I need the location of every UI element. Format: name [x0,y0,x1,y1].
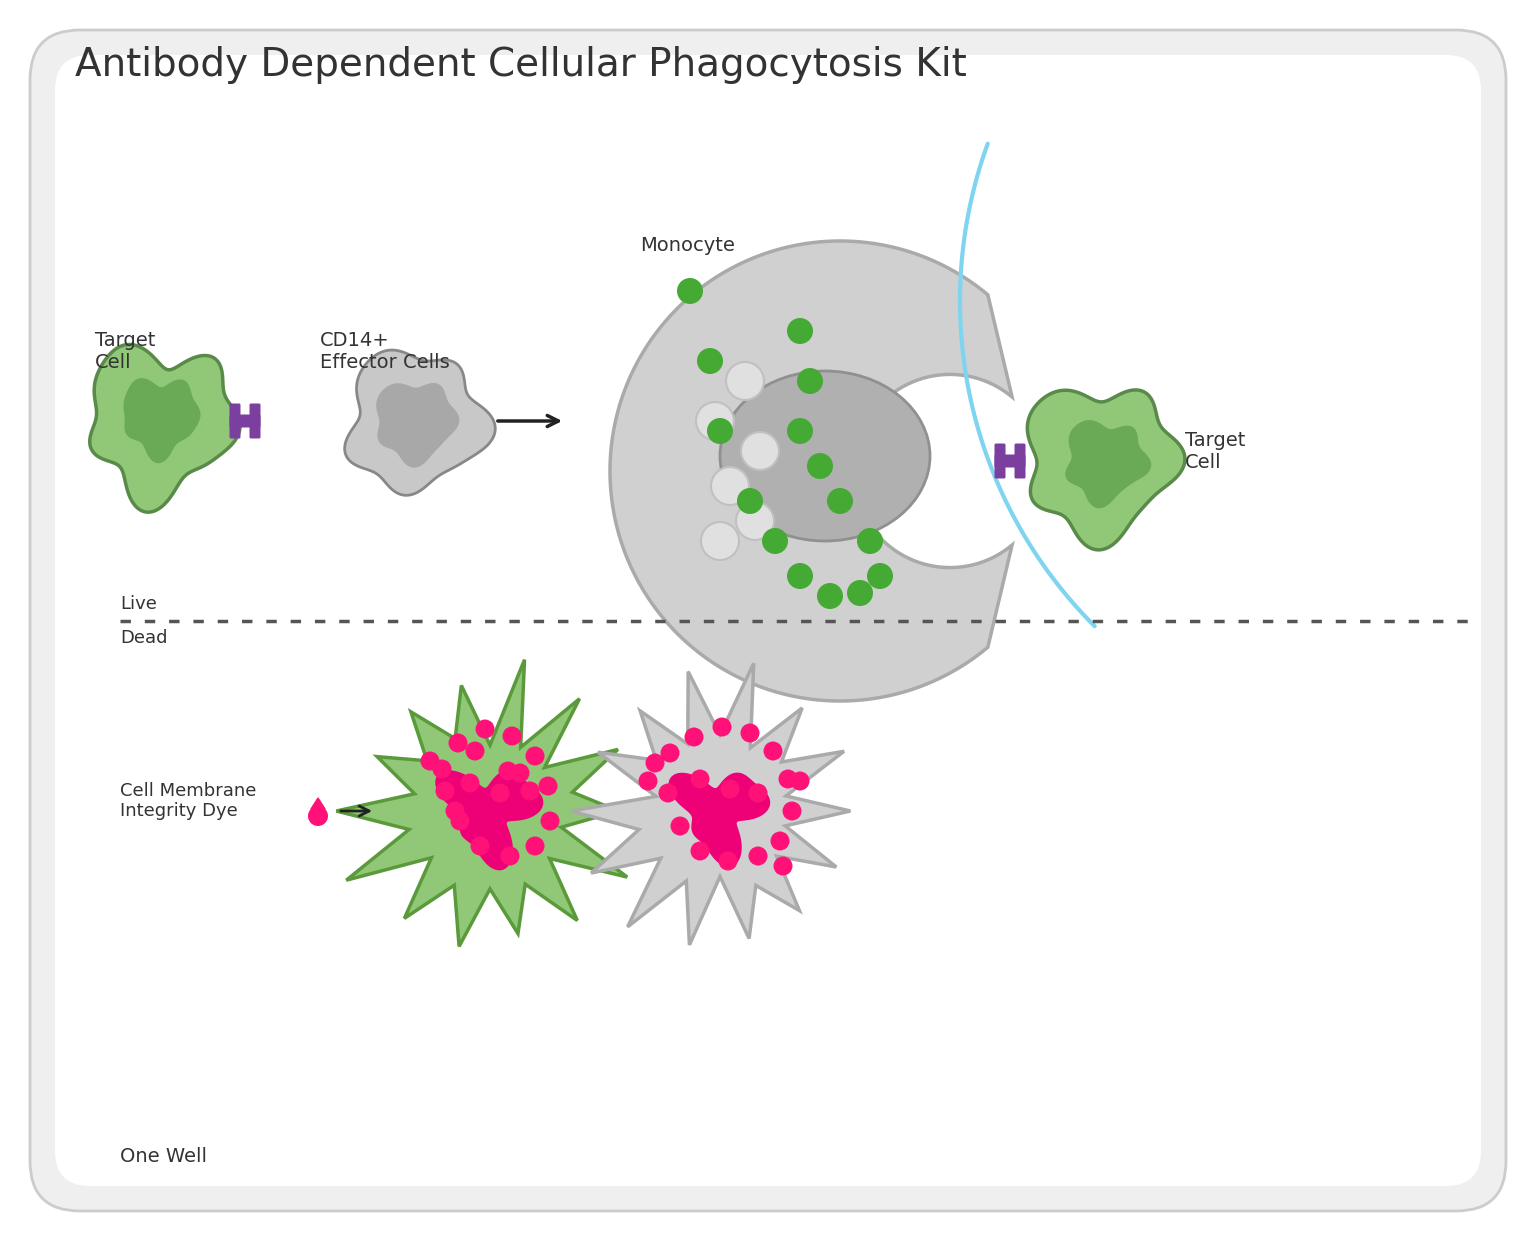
Circle shape [685,727,703,747]
Circle shape [786,563,813,589]
Circle shape [691,841,710,860]
Polygon shape [571,663,851,944]
Circle shape [727,362,763,400]
Circle shape [645,753,665,772]
Circle shape [791,772,809,791]
Circle shape [826,488,852,514]
Circle shape [671,817,690,835]
Circle shape [421,752,439,771]
Circle shape [748,846,768,865]
Circle shape [697,347,723,374]
Circle shape [502,726,522,746]
Text: Antibody Dependent Cellular Phagocytosis Kit: Antibody Dependent Cellular Phagocytosis… [75,46,966,84]
Circle shape [449,733,467,752]
FancyBboxPatch shape [994,454,1026,468]
Circle shape [762,527,788,553]
Circle shape [659,783,677,803]
Polygon shape [344,350,495,495]
FancyBboxPatch shape [1014,443,1026,479]
Circle shape [737,488,763,514]
Text: One Well: One Well [120,1147,207,1167]
Text: Dead: Dead [120,629,167,647]
Circle shape [713,717,731,736]
FancyBboxPatch shape [229,414,261,427]
Circle shape [806,453,833,479]
Polygon shape [668,773,770,866]
Circle shape [763,742,782,761]
Circle shape [490,783,510,803]
Circle shape [817,583,843,609]
Circle shape [720,779,739,798]
Circle shape [786,418,813,444]
Circle shape [696,402,734,441]
FancyBboxPatch shape [31,30,1505,1211]
Circle shape [309,805,329,827]
Circle shape [639,772,657,791]
FancyBboxPatch shape [55,55,1481,1186]
Circle shape [846,580,872,606]
FancyBboxPatch shape [229,403,241,438]
Circle shape [510,763,530,783]
Circle shape [771,831,790,850]
Circle shape [470,836,490,855]
Text: CD14+
Effector Cells: CD14+ Effector Cells [319,331,450,372]
Text: Target
Cell: Target Cell [1184,431,1246,472]
Polygon shape [310,798,326,809]
Circle shape [660,743,679,762]
Circle shape [857,527,883,553]
Circle shape [541,812,559,830]
Circle shape [786,318,813,344]
FancyBboxPatch shape [994,443,1006,479]
FancyBboxPatch shape [249,403,261,438]
Circle shape [740,724,759,742]
Circle shape [797,369,823,393]
Polygon shape [435,771,544,870]
Text: Live: Live [120,594,157,613]
Circle shape [748,783,768,803]
Circle shape [525,747,544,766]
Circle shape [525,836,544,855]
Circle shape [782,802,802,820]
Circle shape [707,418,733,444]
Circle shape [719,851,737,870]
Circle shape [476,720,495,738]
Circle shape [450,812,470,830]
Circle shape [433,759,452,778]
Polygon shape [123,379,201,463]
Ellipse shape [720,371,929,541]
Text: Target
Cell: Target Cell [95,331,155,372]
Circle shape [436,782,455,800]
Circle shape [501,846,519,865]
Polygon shape [89,345,240,513]
Circle shape [445,802,464,820]
Polygon shape [376,383,459,468]
Circle shape [691,769,710,788]
Polygon shape [1028,390,1184,550]
Circle shape [711,467,750,505]
Circle shape [521,782,539,800]
Circle shape [461,773,479,793]
Circle shape [866,563,892,589]
Circle shape [736,503,774,540]
Polygon shape [336,660,627,947]
Circle shape [539,777,558,795]
Circle shape [499,762,518,781]
Polygon shape [610,241,1012,701]
Circle shape [677,278,703,304]
Circle shape [774,856,793,875]
Circle shape [740,432,779,470]
Polygon shape [1066,419,1150,509]
Text: Monocyte: Monocyte [641,236,734,254]
Circle shape [465,742,484,761]
Text: Cell Membrane
Integrity Dye: Cell Membrane Integrity Dye [120,782,257,820]
Circle shape [700,522,739,560]
Circle shape [779,769,797,788]
